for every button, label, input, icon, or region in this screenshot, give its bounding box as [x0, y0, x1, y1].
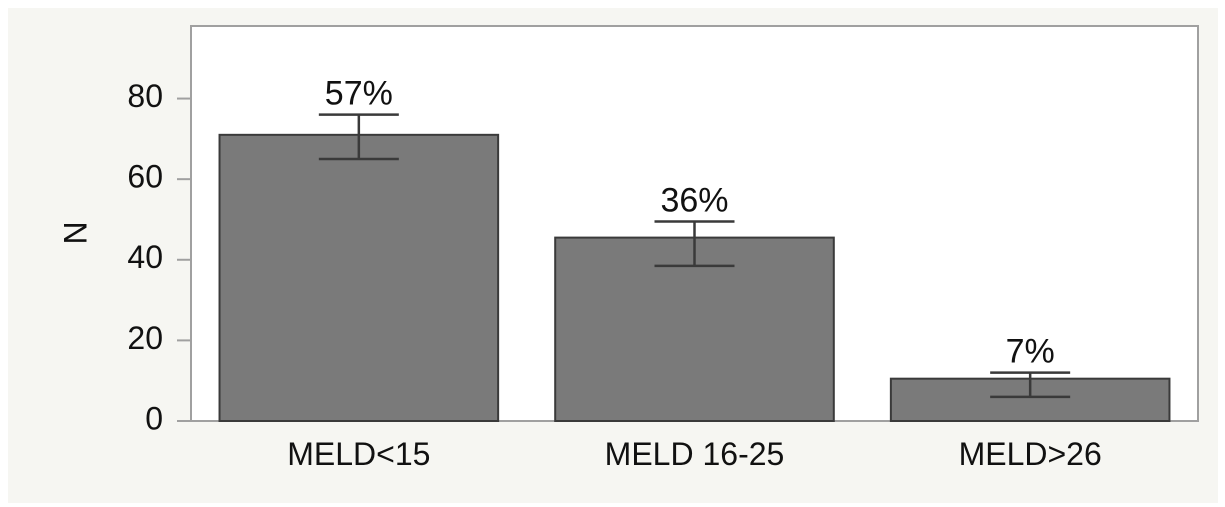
y-tick-label: 60: [127, 159, 163, 195]
error-bar: [654, 220, 735, 268]
x-axis-labels: MELD<15 MELD 16-25 MELD>26: [287, 436, 1102, 472]
bar-data-label: 7%: [1006, 333, 1055, 371]
bar: [554, 236, 835, 422]
y-tick-label: 40: [127, 239, 163, 275]
y-axis-title: N: [57, 221, 93, 244]
error-bar: [990, 371, 1071, 399]
x-category-label: MELD<15: [287, 436, 430, 472]
bars-group: 57% 36% 7%: [218, 75, 1171, 422]
x-category-label: MELD 16-25: [605, 436, 785, 472]
y-axis: 0 20 40 60 80: [127, 78, 191, 436]
y-tick-label: 0: [145, 400, 163, 436]
chart-figure: 0 20 40 60 80 57% 36% 7% MELD<15 MELD 16-25 MELD…: [8, 8, 1218, 503]
x-category-label: MELD>26: [959, 436, 1102, 472]
bar-data-label: 36%: [660, 181, 728, 219]
bar: [218, 133, 500, 422]
y-tick-label: 80: [127, 78, 163, 114]
error-bar: [318, 113, 399, 161]
y-tick-label: 20: [127, 320, 163, 356]
bar-data-label: 57%: [325, 75, 393, 113]
